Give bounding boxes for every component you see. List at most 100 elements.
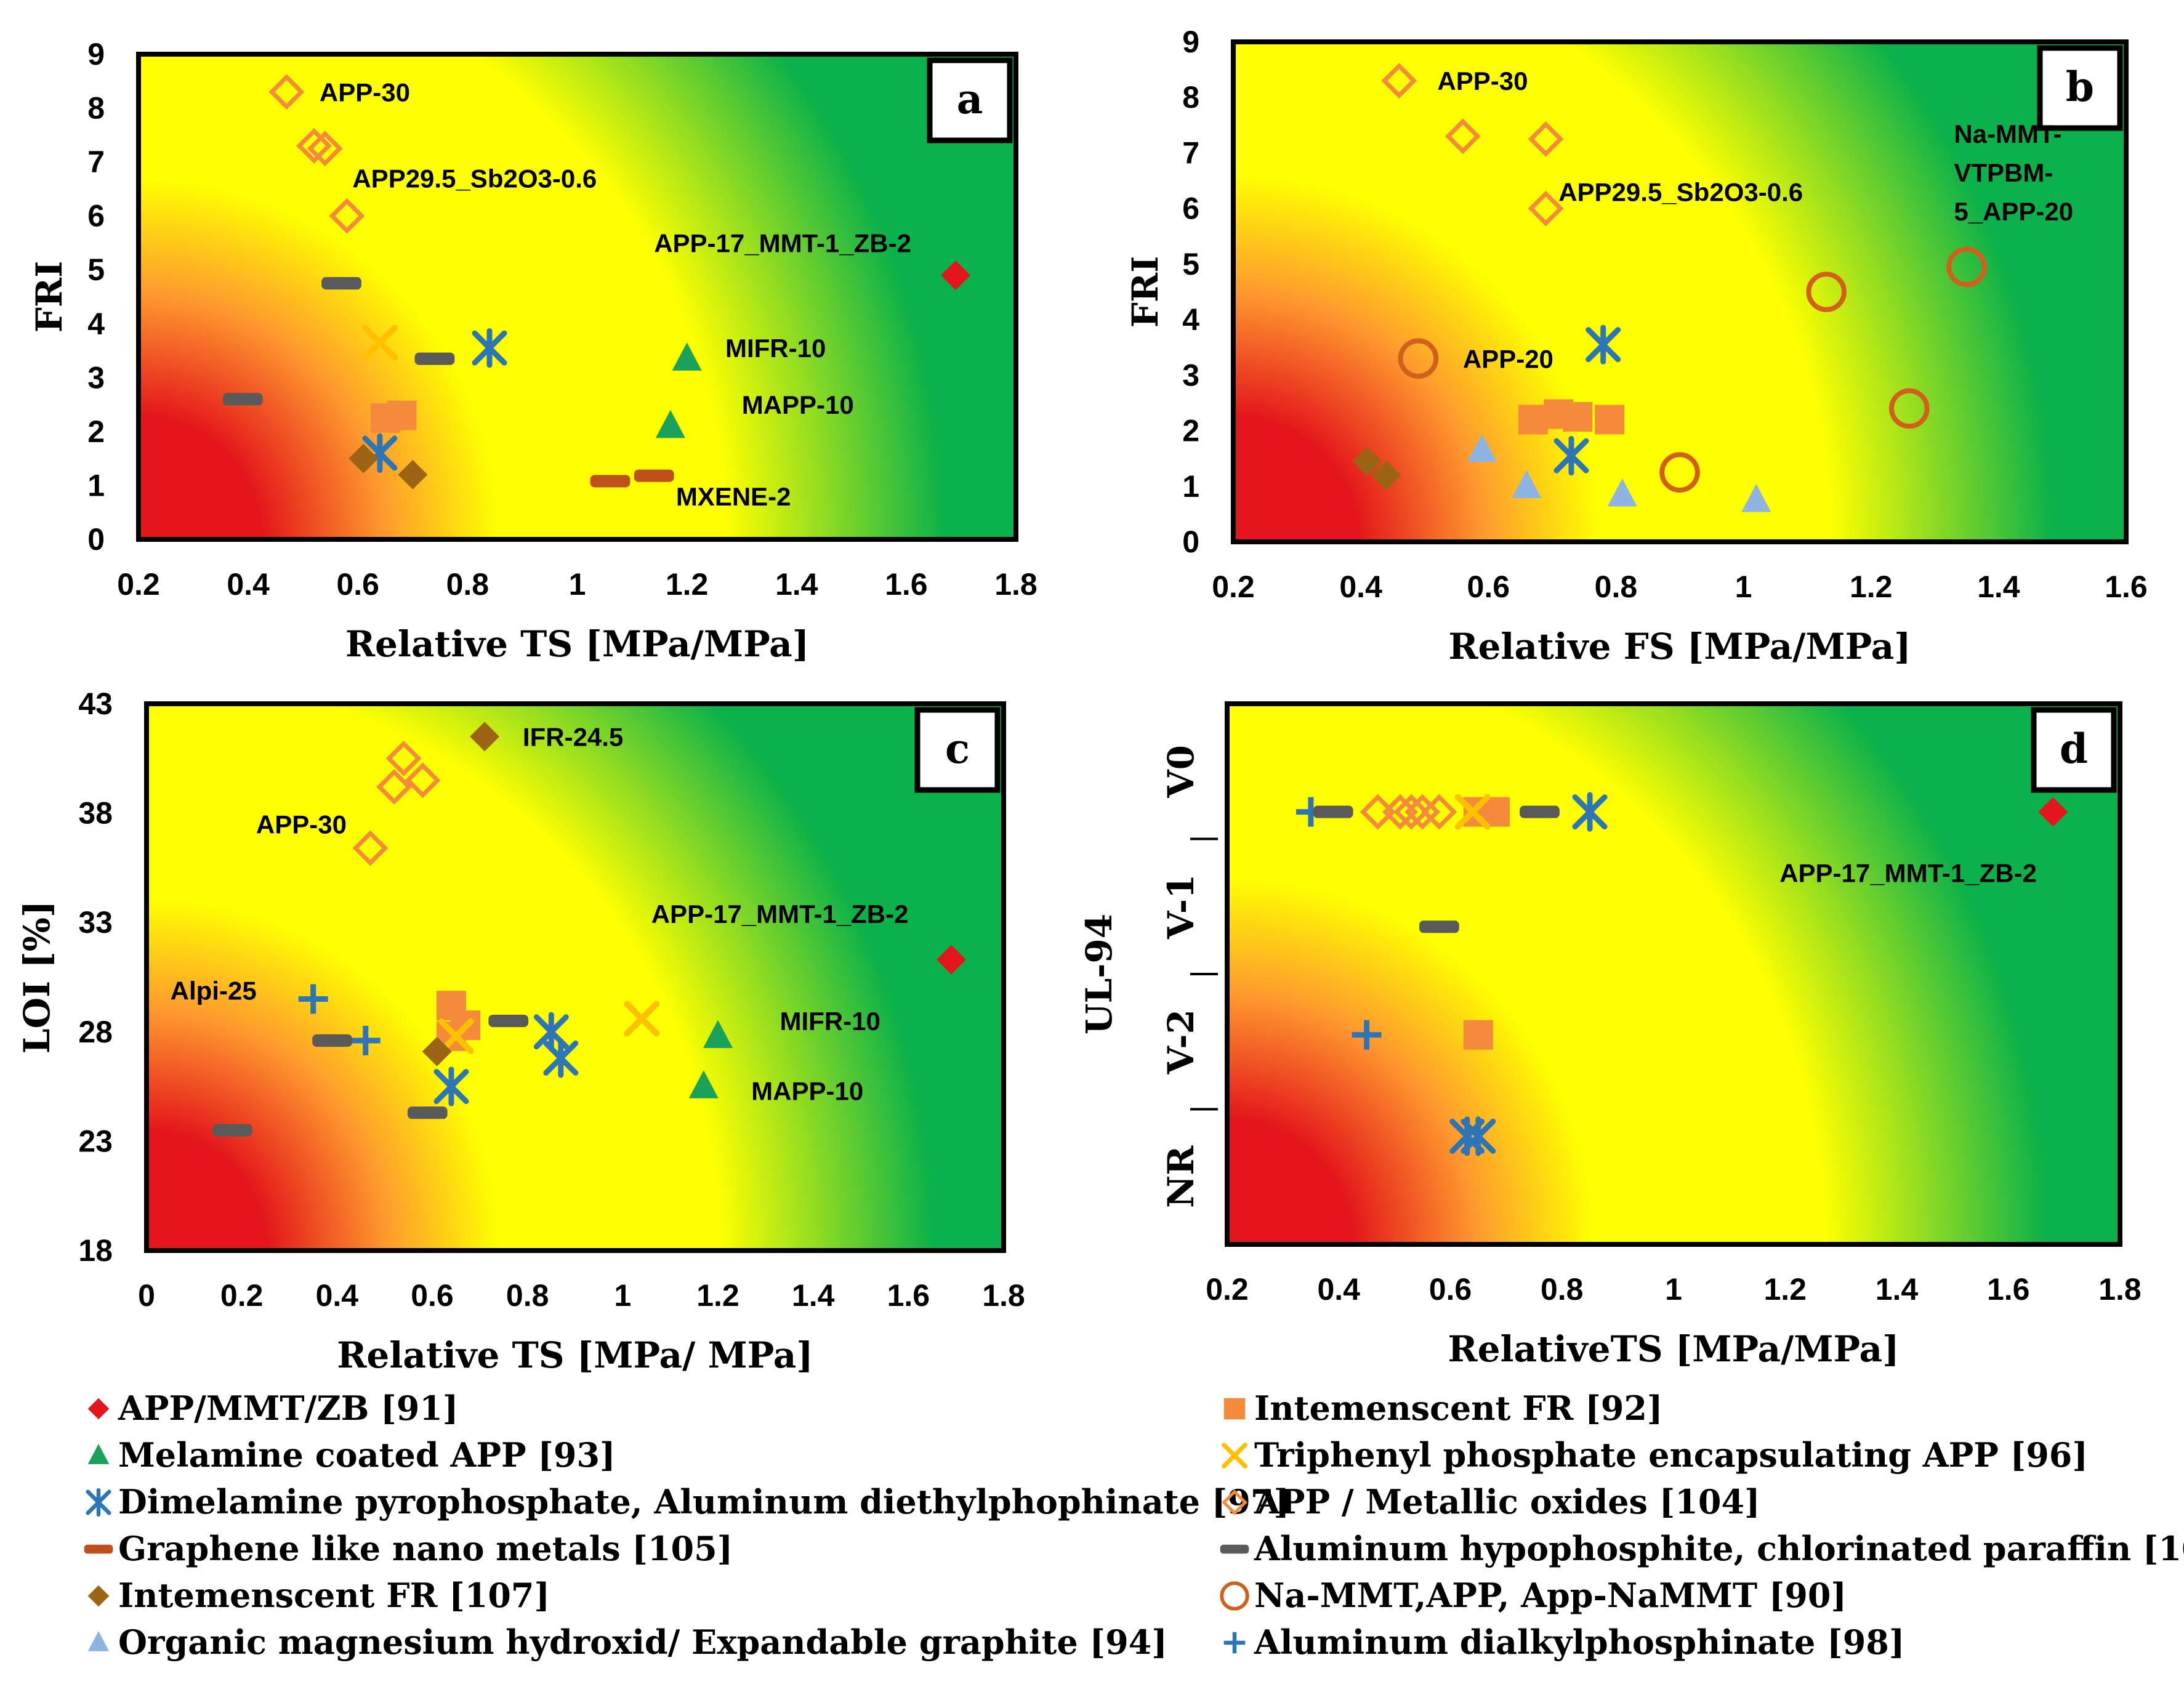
data-point-s9: [1371, 460, 1401, 490]
legend-marker-s6: [1222, 1489, 1247, 1515]
y-tick-label: 4: [1182, 302, 1199, 337]
legend-label: Intemenscent FR [107]: [118, 1576, 550, 1615]
x-tick-label: 1.2: [666, 567, 709, 602]
panel-label: b: [2066, 63, 2094, 111]
legend-marker-s1: [87, 1398, 110, 1420]
x-tick-label: 0.4: [227, 567, 270, 602]
data-point-s7: [634, 469, 674, 482]
point-annotation: APP-17_MMT-1_ZB-2: [654, 228, 911, 257]
point-annotation: APP-30: [320, 78, 410, 107]
y-tick-label: 3: [87, 360, 105, 395]
point-annotation: MXENE-2: [676, 482, 791, 511]
data-point-s4: [1454, 794, 1491, 830]
data-point-s8: [321, 277, 361, 290]
point-annotation: VTPBM-: [1954, 158, 2053, 187]
data-point-s10: [1889, 388, 1930, 429]
point-annotation: APP-17_MMT-1_ZB-2: [1779, 858, 2037, 887]
panel-label: d: [2060, 725, 2088, 773]
point-annotation: APP-30: [256, 810, 347, 839]
x-tick-label: 0.6: [1467, 570, 1510, 604]
data-point-s12: [350, 1026, 381, 1056]
panel-label: c: [945, 725, 970, 773]
legend-marker-s3: [87, 1443, 110, 1464]
y-tick-label: 33: [78, 905, 113, 940]
data-point-s11: [1741, 483, 1771, 512]
y-axis-title: FRI: [1124, 256, 1166, 328]
y-tick-label: 8: [1182, 80, 1199, 115]
x-tick-label: 0.8: [1595, 570, 1638, 604]
data-point-s3: [688, 1070, 719, 1098]
data-point-s6: [376, 769, 413, 805]
x-tick-label: 0.2: [1212, 570, 1255, 604]
x-tick-label: 0: [138, 1278, 155, 1313]
point-annotation: MIFR-10: [725, 334, 826, 363]
y-tick-label: 7: [87, 145, 105, 179]
data-point-s6: [329, 198, 365, 234]
data-point-s6: [1445, 118, 1481, 155]
data-point-s6: [1528, 190, 1564, 227]
point-annotation: Na-MMT-: [1954, 119, 2061, 148]
x-tick-label: 1: [1735, 570, 1752, 604]
data-point-s6: [1393, 794, 1430, 830]
data-point-s11: [1467, 433, 1497, 462]
x-tick-label: 1.8: [982, 1278, 1025, 1313]
x-tick-label: 0.8: [506, 1278, 549, 1313]
y-tick-label: 5: [1182, 247, 1199, 281]
point-annotation: MAPP-10: [751, 1077, 863, 1106]
panel-d: 0.2 0.4 0.6 0.8 1 1.2 1.4 1.6 1.8 NR V-2 V-1 V0 Relat…: [1078, 701, 2142, 1370]
data-point-s6: [352, 830, 389, 866]
legend-label: Triphenyl phosphate encapsulating APP [9…: [1254, 1435, 2088, 1475]
x-tick-label: 1.4: [1876, 1272, 1919, 1307]
legend-label: Intemenscent FR [92]: [1254, 1388, 1662, 1428]
x-tick-label: 1.4: [1977, 570, 2020, 604]
data-point-s6: [1421, 794, 1457, 830]
point-annotation: IFR-24.5: [523, 722, 623, 751]
point-annotation: Alpi-25: [171, 976, 257, 1005]
data-point-s6: [1381, 63, 1417, 99]
y-tick-label: 6: [87, 199, 105, 233]
y-tick-label: 8: [87, 91, 105, 126]
legend-label: Aluminum dialkylphosphinate [98]: [1254, 1622, 1904, 1662]
y-tick-label: 2: [1182, 414, 1199, 448]
data-point-s10: [1946, 246, 1987, 288]
legend-marker-s9: [87, 1585, 110, 1607]
data-point-s5: [1461, 1116, 1496, 1156]
data-point-s8: [1419, 921, 1459, 933]
panel-a: 0.2 0.4 0.6 0.8 1 1.2 1.4 1.6 1.8 0 1 2 3 4 5 6 7 8 9 Relat…: [28, 37, 1038, 665]
legend-label: Aluminum hypophosphite, chlorinated para…: [1254, 1529, 2184, 1568]
y-axis-title: LOI [%]: [16, 901, 58, 1054]
x-tick-label: 1.2: [1850, 570, 1893, 604]
data-point-s2: [387, 400, 417, 430]
data-point-s9: [349, 443, 379, 473]
y-tick-label: 5: [87, 252, 105, 287]
legend-marker-s4: [1222, 1443, 1247, 1468]
data-point-s10: [1659, 452, 1700, 493]
point-annotation: MIFR-10: [780, 1007, 880, 1036]
data-point-s9: [1352, 446, 1382, 477]
x-axis-title: Relative FS [MPa/MPa]: [1448, 626, 1911, 667]
panel-label-box: [2031, 707, 2117, 793]
point-annotation: APP-17_MMT-1_ZB-2: [651, 900, 909, 929]
x-tick-label: 1.6: [885, 567, 928, 602]
legend-marker-s10: [1220, 1581, 1249, 1611]
plot-area-d: [1225, 701, 2122, 1247]
data-point-s6: [296, 127, 332, 164]
legend-marker-s11: [87, 1630, 110, 1651]
point-annotation: 5_APP-20: [1954, 197, 2073, 226]
x-tick-label: 0.2: [1206, 1272, 1249, 1307]
data-point-s4: [361, 324, 398, 361]
data-point-s6: [405, 762, 441, 799]
point-annotation: APP29.5_Sb2O3-0.6: [1558, 178, 1803, 207]
data-point-s9: [398, 459, 428, 489]
data-point-s8: [414, 352, 455, 365]
plot-area-b: [1231, 39, 2129, 544]
y-tick-label: 6: [1182, 191, 1199, 226]
data-point-s3: [672, 342, 702, 371]
data-point-s2: [1518, 405, 1548, 435]
data-point-s1: [936, 945, 966, 975]
legend-label: Dimelamine pyrophosphate, Aluminum dieth…: [118, 1482, 1289, 1521]
x-tick-label: 1.4: [775, 567, 818, 602]
point-annotation: APP29.5_Sb2O3-0.6: [352, 164, 597, 193]
x-tick-label: 1.6: [1987, 1272, 2030, 1307]
